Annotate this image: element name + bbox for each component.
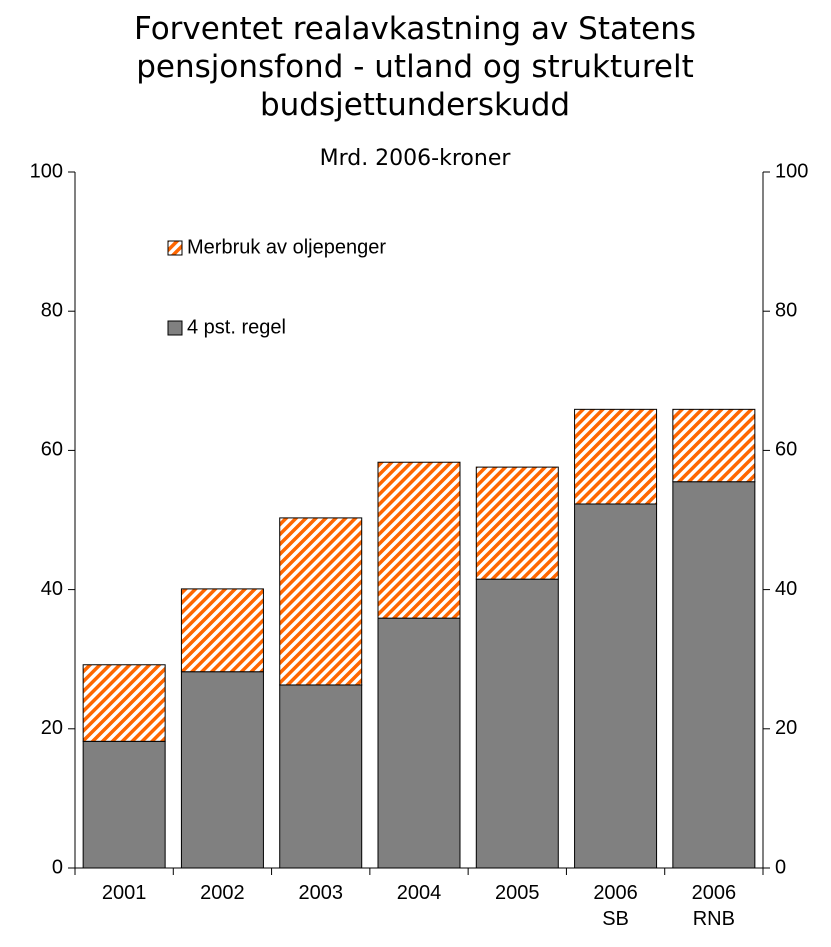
x-tick-label: 2006 SB (593, 882, 638, 930)
y-tick-label: 80 (41, 299, 63, 321)
bar-segment (475, 466, 559, 580)
bar-segment (672, 481, 756, 869)
bar-segment (574, 408, 658, 505)
legend-label: 4 pst. regel (187, 316, 286, 338)
bar-segment (574, 503, 658, 869)
y2-tick-label: 0 (775, 856, 786, 878)
y-tick-label: 20 (41, 717, 63, 739)
bar-segment (279, 684, 363, 869)
bar-segment (82, 740, 166, 869)
y-tick-label: 60 (41, 439, 63, 461)
y2-tick-label: 20 (775, 717, 797, 739)
y-tick-label: 0 (52, 856, 63, 878)
y2-tick-label: 100 (775, 160, 808, 182)
bar-segment (377, 461, 461, 619)
x-tick-label: 2003 (298, 882, 343, 904)
x-tick-label: 2006 RNB (691, 882, 737, 930)
legend-swatch (167, 240, 183, 256)
x-tick-label: 2005 (495, 882, 540, 904)
chart-subtitle: Mrd. 2006-kroner (319, 146, 511, 171)
x-tick-label: 2001 (101, 882, 147, 904)
legend-label: Merbruk av oljepenger (187, 236, 386, 258)
y-tick-label: 100 (30, 160, 63, 182)
y2-tick-label: 40 (775, 578, 797, 600)
bar-segment (279, 517, 363, 686)
bar-segment (377, 617, 461, 869)
chart-title: Forventet realavkastning av Statens pens… (133, 11, 697, 123)
bar-segment (672, 408, 756, 483)
legend-swatch (167, 320, 183, 336)
bar-segment (180, 671, 264, 869)
y2-tick-label: 80 (775, 299, 797, 321)
y2-tick-label: 60 (775, 439, 797, 461)
y-tick-label: 40 (41, 578, 63, 600)
bar-segment (180, 588, 264, 673)
bar-segment (82, 664, 166, 742)
bar-segment (475, 578, 559, 869)
x-tick-label: 2002 (200, 882, 245, 904)
x-tick-label: 2004 (396, 882, 442, 904)
